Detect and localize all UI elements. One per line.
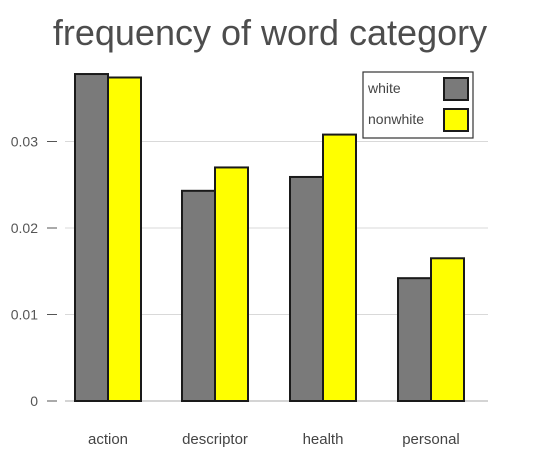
y-tick-label: 0.02	[11, 220, 38, 236]
chart-title: frequency of word category	[52, 12, 488, 53]
y-tick-label: 0.01	[11, 307, 38, 323]
x-tick-label: descriptor	[182, 431, 248, 448]
x-tick-label: health	[303, 431, 344, 448]
bar-white-health	[289, 175, 324, 402]
legend-swatch	[443, 108, 469, 132]
x-tick-label: personal	[402, 431, 460, 448]
legend-label: white	[367, 80, 401, 96]
bar-white-action	[74, 73, 109, 402]
y-tick-label: 0	[30, 393, 38, 409]
bar-nonwhite-descriptor	[214, 166, 249, 402]
x-tick-label: action	[88, 431, 128, 448]
bar-white-personal	[397, 277, 432, 403]
y-tick-label: 0.03	[11, 134, 38, 150]
legend-label: nonwhite	[368, 111, 424, 127]
bar-nonwhite-action	[107, 76, 142, 403]
bar-nonwhite-health	[322, 133, 357, 403]
bar-nonwhite-personal	[430, 257, 465, 402]
bar-white-descriptor	[181, 189, 216, 402]
legend-swatch	[443, 77, 469, 101]
